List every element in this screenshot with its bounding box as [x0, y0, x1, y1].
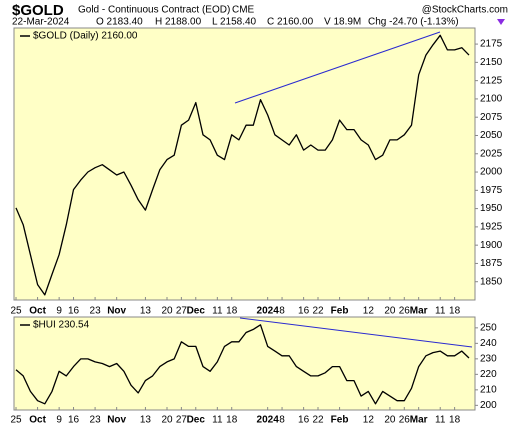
y-tick-label: 2075 [480, 112, 503, 123]
x-tick-label: 18 [226, 306, 238, 317]
x-tick-label: 13 [140, 415, 152, 426]
x-tick-label: 11 [212, 415, 223, 426]
x-tick-label: Dec [187, 306, 206, 317]
quote-high: H 2188.00 [155, 17, 202, 28]
x-tick-label: 8 [279, 415, 285, 426]
x-tick-label: Nov [107, 306, 126, 317]
x-tick-label: Oct [29, 415, 46, 426]
x-tick-label: 12 [363, 415, 375, 426]
quote-open: O 2183.40 [96, 17, 143, 28]
x-tick-label: Feb [331, 306, 349, 317]
x-tick-label: 13 [140, 306, 152, 317]
x-tick-label: 16 [68, 415, 80, 426]
x-tick-label: 26 [399, 306, 411, 317]
description: Gold - Continuous Contract (EOD) [78, 5, 230, 16]
y-tick-label: 1850 [480, 276, 503, 287]
y-tick-label: 2150 [480, 57, 503, 68]
x-tick-label: 23 [90, 415, 102, 426]
down-arrow-icon [497, 19, 505, 25]
y-tick-label: 1900 [480, 240, 503, 251]
x-tick-label: 9 [56, 306, 62, 317]
x-tick-label: 25 [10, 415, 22, 426]
quote-close: C 2160.00 [267, 17, 314, 28]
y-tick-label: 2025 [480, 148, 503, 159]
price-line [15, 34, 470, 296]
y-tick-label: 230 [480, 353, 497, 364]
x-tick-label: Dec [187, 415, 206, 426]
x-tick-label: 11 [435, 306, 446, 317]
x-tick-label: 20 [384, 415, 396, 426]
quote-low: L 2158.40 [212, 17, 257, 28]
y-tick-label: 2050 [480, 130, 503, 141]
plot-area [13, 316, 476, 411]
x-tick-label: 8 [279, 306, 285, 317]
legend-label: $GOLD (Daily) 2160.00 [33, 31, 138, 42]
trendline [239, 317, 473, 348]
y-tick-label: 1975 [480, 185, 503, 196]
x-tick-label: 18 [449, 415, 461, 426]
y-tick-label: 220 [480, 369, 497, 380]
y-tick-label: 240 [480, 338, 497, 349]
x-tick-label: 16 [68, 306, 80, 317]
x-tick-label: 22 [312, 306, 324, 317]
legend-label: $HUI 230.54 [33, 320, 90, 331]
watermark: @StockCharts.com [422, 5, 508, 16]
x-tick-label: Feb [331, 415, 349, 426]
y-tick-label: 1875 [480, 258, 503, 269]
x-tick-label: 12 [363, 306, 375, 317]
x-tick-label: 18 [449, 306, 461, 317]
x-tick-label: 20 [384, 306, 396, 317]
x-tick-label: 26 [399, 415, 411, 426]
y-tick-label: 200 [480, 400, 497, 411]
exchange: CME [232, 5, 255, 16]
x-tick-label: 27 [176, 415, 188, 426]
x-tick-label: 20 [161, 415, 173, 426]
x-tick-label: 11 [435, 415, 446, 426]
y-tick-label: 2125 [480, 75, 503, 86]
x-tick-label: 9 [56, 415, 62, 426]
y-tick-label: 2175 [480, 39, 503, 50]
x-tick-label: 2024 [257, 306, 280, 317]
x-tick-label: Oct [29, 306, 46, 317]
y-tick-label: 210 [480, 384, 497, 395]
x-tick-label: Mar [410, 415, 428, 426]
x-tick-label: 16 [298, 306, 310, 317]
y-tick-label: 1950 [480, 203, 503, 214]
x-tick-label: Nov [107, 415, 126, 426]
quote-volume: V 18.9M [324, 17, 361, 28]
y-tick-label: 250 [480, 322, 497, 333]
plot-area [13, 27, 476, 301]
symbol: $GOLD [12, 2, 64, 19]
x-tick-label: 22 [312, 415, 324, 426]
y-tick-label: 1925 [480, 222, 503, 233]
x-tick-label: 23 [90, 306, 102, 317]
x-tick-label: Mar [410, 306, 428, 317]
trendline [234, 31, 441, 104]
y-tick-label: 2100 [480, 94, 503, 105]
x-tick-label: 16 [298, 415, 310, 426]
change: Chg -24.70 (-1.13%) [368, 17, 459, 28]
x-tick-label: 18 [226, 415, 238, 426]
y-tick-label: 2000 [480, 167, 503, 178]
price-line [15, 324, 470, 405]
date: 22-Mar-2024 [12, 17, 70, 28]
x-tick-label: 25 [10, 306, 22, 317]
x-tick-label: 2024 [257, 415, 280, 426]
x-tick-label: 27 [176, 306, 188, 317]
x-tick-label: 20 [161, 306, 173, 317]
x-tick-label: 11 [212, 306, 223, 317]
